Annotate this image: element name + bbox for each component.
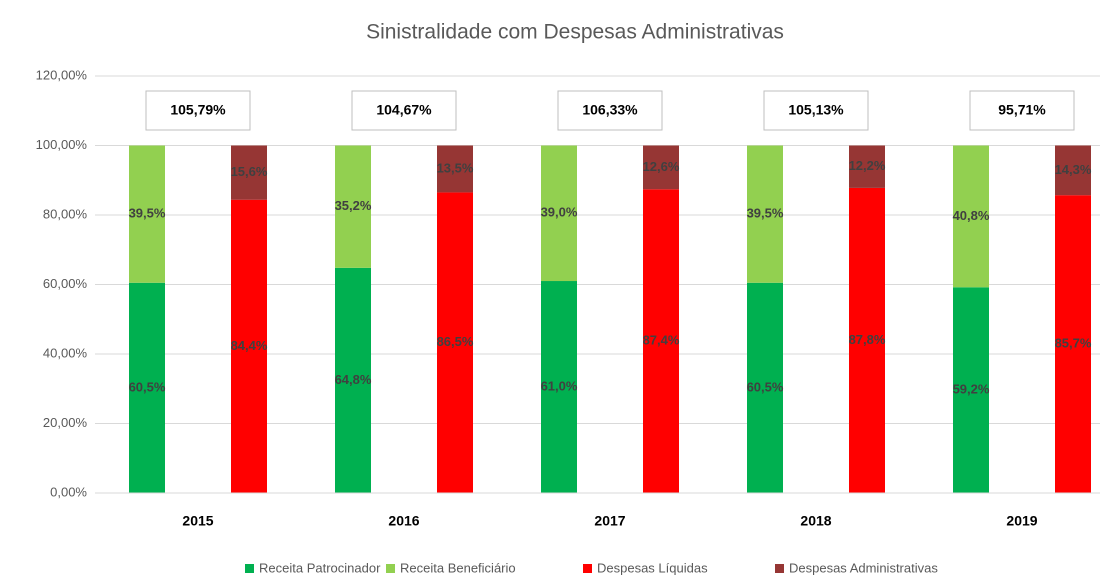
- bar-segment: [437, 145, 473, 193]
- data-label: 87,8%: [849, 332, 886, 347]
- data-label: 12,6%: [643, 159, 680, 174]
- y-tick-label: 40,00%: [43, 345, 88, 360]
- legend-swatch: [583, 564, 592, 573]
- annotation: 95,71%: [998, 102, 1046, 118]
- bar-segment: [849, 145, 885, 188]
- y-tick-label: 60,00%: [43, 276, 88, 291]
- legend-label: Receita Patrocinador: [259, 560, 381, 575]
- chart-title: Sinistralidade com Despesas Administrati…: [366, 21, 784, 44]
- bar-segment: [849, 187, 885, 493]
- bar-segment: [953, 145, 989, 288]
- data-label: 39,5%: [129, 206, 166, 221]
- annotation-box: [145, 90, 251, 131]
- bar-segment: [129, 282, 165, 493]
- annotation-box: [557, 90, 663, 131]
- bar-segment: [129, 145, 165, 283]
- x-tick-label: 2018: [800, 513, 831, 529]
- data-label: 59,2%: [953, 382, 990, 397]
- data-label: 39,5%: [747, 206, 784, 221]
- y-tick-label: 0,00%: [50, 484, 87, 499]
- bar-segment: [747, 145, 783, 283]
- legend-swatch: [775, 564, 784, 573]
- data-label: 61,0%: [541, 378, 578, 393]
- annotation-box: [969, 90, 1075, 131]
- data-label: 64,8%: [335, 372, 372, 387]
- legend-label: Receita Beneficiário: [400, 560, 516, 575]
- data-label: 15,6%: [231, 164, 268, 179]
- bar-segment: [747, 282, 783, 493]
- bar-segment: [1055, 195, 1091, 493]
- legend-label: Despesas Administrativas: [789, 560, 938, 575]
- data-label: 39,0%: [541, 205, 578, 220]
- data-label: 60,5%: [747, 379, 784, 394]
- bar-segment: [541, 145, 577, 282]
- bar-segment: [953, 287, 989, 493]
- x-tick-label: 2017: [594, 513, 625, 529]
- annotation: 105,13%: [788, 102, 844, 118]
- bar-segment: [643, 145, 679, 190]
- data-label: 35,2%: [335, 198, 372, 213]
- bar-segment: [231, 199, 267, 493]
- y-tick-label: 80,00%: [43, 206, 88, 221]
- annotation: 105,79%: [170, 102, 226, 118]
- bar-segment: [335, 145, 371, 268]
- data-label: 40,8%: [953, 208, 990, 223]
- legend-swatch: [386, 564, 395, 573]
- data-label: 85,7%: [1055, 336, 1092, 351]
- x-tick-label: 2015: [182, 513, 213, 529]
- data-label: 13,5%: [437, 160, 474, 175]
- data-label: 86,5%: [437, 334, 474, 349]
- bar-segment: [335, 267, 371, 493]
- data-label: 60,5%: [129, 379, 166, 394]
- x-tick-label: 2016: [388, 513, 419, 529]
- bar-segment: [643, 189, 679, 493]
- y-tick-label: 120,00%: [36, 67, 88, 82]
- bar-segment: [437, 192, 473, 493]
- bar-segment: [1055, 145, 1091, 196]
- annotation-box: [351, 90, 457, 131]
- legend-label: Despesas Líquidas: [597, 560, 708, 575]
- data-label: 12,2%: [849, 158, 886, 173]
- data-label: 14,3%: [1055, 162, 1092, 177]
- y-tick-label: 20,00%: [43, 415, 88, 430]
- data-label: 84,4%: [231, 338, 268, 353]
- x-tick-label: 2019: [1006, 513, 1037, 529]
- annotation: 106,33%: [582, 102, 638, 118]
- legend-swatch: [245, 564, 254, 573]
- data-label: 87,4%: [643, 333, 680, 348]
- bar-segment: [541, 281, 577, 493]
- annotation: 104,67%: [376, 102, 432, 118]
- annotation-box: [763, 90, 869, 131]
- bar-segment: [231, 145, 267, 200]
- y-tick-label: 100,00%: [36, 137, 88, 152]
